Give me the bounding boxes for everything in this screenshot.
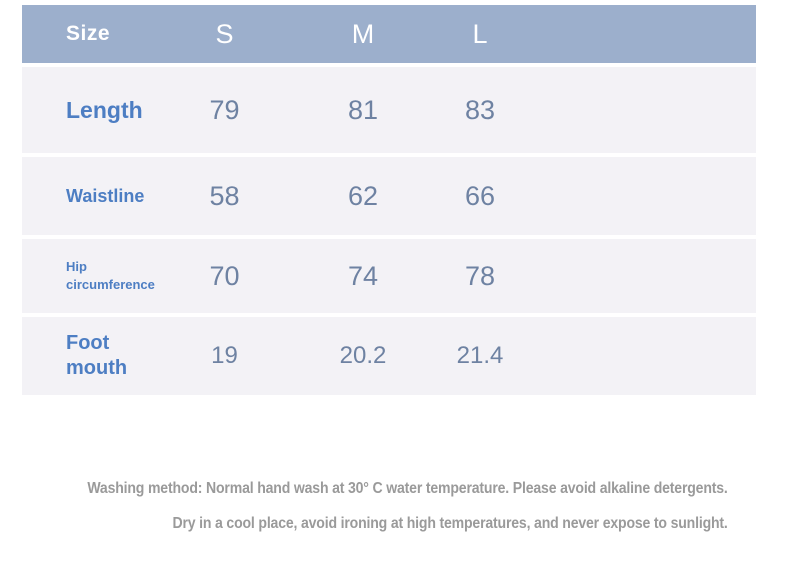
hip-value-s: 70 <box>209 260 240 291</box>
table-row-waistline: Waistline 58 62 66 <box>22 157 756 235</box>
hip-value-l: 78 <box>464 260 496 291</box>
row-label-length: Length <box>66 96 143 123</box>
table-row-length: Length 79 81 83 <box>22 67 756 153</box>
size-table-header-row: Size S M L <box>22 5 756 63</box>
size-table: Size S M L Length 79 81 83 Waistline 58 … <box>22 5 756 399</box>
care-instructions: Washing method: Normal hand wash at 30° … <box>0 471 729 541</box>
drying-instructions-text: Dry in a cool place, avoid ironing at hi… <box>172 515 728 532</box>
column-header-l: L <box>472 18 488 49</box>
waistline-value-s: 58 <box>209 180 240 211</box>
waistline-value-l: 66 <box>464 180 496 211</box>
washing-method-text: Washing method: Normal hand wash at 30° … <box>87 480 729 497</box>
foot-mouth-value-l: 21.4 <box>456 342 504 369</box>
column-header-s: S <box>215 18 234 49</box>
foot-mouth-value-m: 20.2 <box>339 342 387 369</box>
foot-mouth-value-s: 19 <box>211 342 238 369</box>
hip-value-m: 74 <box>347 260 379 291</box>
table-row-foot-mouth: Foot mouth 19 20.2 21.4 <box>22 317 756 395</box>
length-value-m: 81 <box>347 94 379 125</box>
row-label-waistline: Waistline <box>66 185 145 206</box>
row-label-hip-circumference: Hip circumference <box>66 258 155 292</box>
table-row-hip-circumference: Hip circumference 70 74 78 <box>22 239 756 313</box>
length-value-l: 83 <box>464 94 496 125</box>
row-label-foot-mouth: Foot mouth <box>66 332 128 379</box>
waistline-value-m: 62 <box>347 180 379 211</box>
length-value-s: 79 <box>209 94 240 125</box>
column-header-m: M <box>351 18 375 49</box>
size-header-label: Size <box>66 22 111 45</box>
